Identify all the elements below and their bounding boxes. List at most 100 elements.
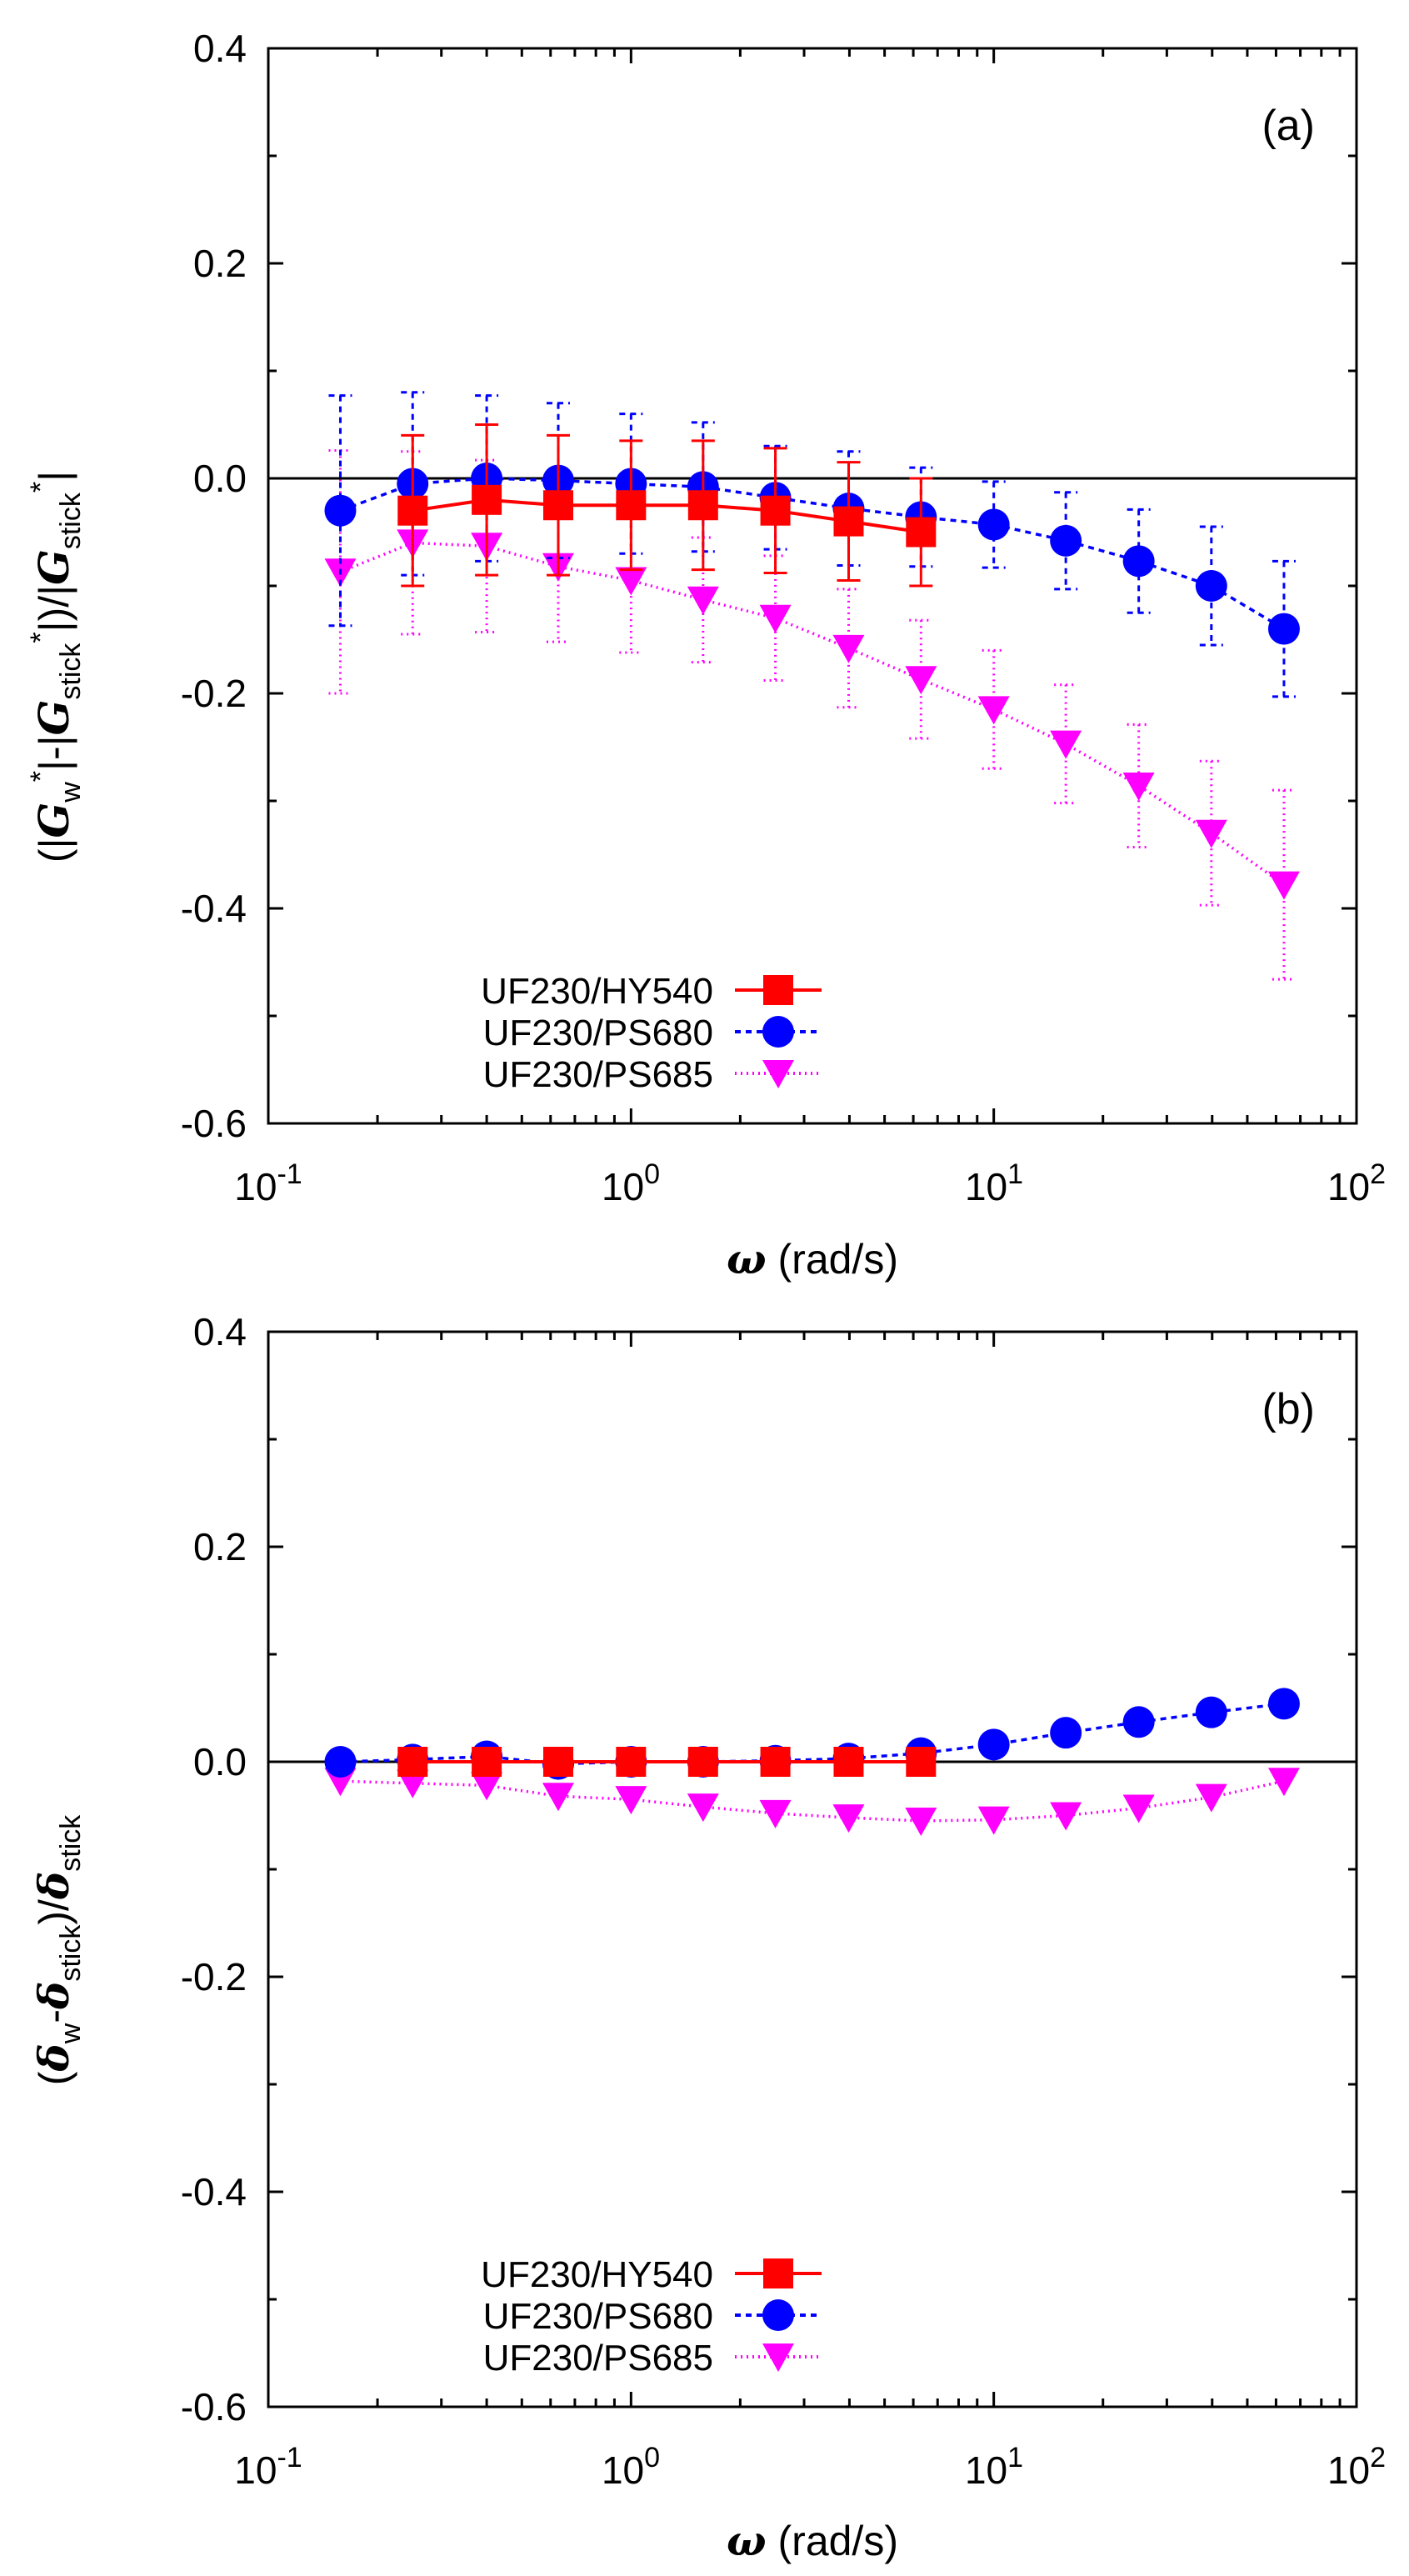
- data-point-triangle: [832, 634, 865, 663]
- legend-label-uf230-ps680: UF230/PS680: [483, 1013, 713, 1053]
- panel-b-x-tick-label: 102: [1327, 2442, 1386, 2492]
- panel-b-x-tick-label: 10-1: [234, 2442, 302, 2492]
- legend-marker-square: [763, 2258, 793, 2288]
- legend-marker-circle: [762, 1016, 794, 1048]
- data-point-circle: [324, 1746, 357, 1778]
- data-point-triangle: [615, 567, 647, 596]
- data-point-circle: [977, 1728, 1010, 1761]
- data-point-square: [397, 495, 428, 526]
- panel-a-y-tick-label: 0.2: [193, 242, 247, 285]
- panel-a-x-tick-label: 102: [1327, 1158, 1386, 1208]
- data-point-circle: [1267, 613, 1300, 645]
- data-point-triangle: [1050, 730, 1082, 759]
- panel-b-series-uf230-hy540: [397, 1747, 937, 1777]
- data-point-triangle: [687, 1793, 719, 1823]
- panel-a-y-tick-label: 0.0: [193, 457, 247, 500]
- series-line: [339, 541, 1285, 887]
- panel-a-y-tick-label: 0.4: [193, 27, 247, 70]
- panel-b-y-tick-label: 0.2: [193, 1525, 247, 1568]
- series-line: [340, 1779, 1285, 1823]
- legend-marker-circle: [762, 2299, 794, 2331]
- panel-b-y-tick-label: 0.4: [193, 1310, 247, 1353]
- data-point-triangle: [397, 1769, 429, 1798]
- data-point-circle: [1195, 1696, 1227, 1728]
- data-point-circle: [1122, 545, 1155, 578]
- data-point-square: [906, 1747, 937, 1777]
- data-point-square: [833, 1747, 864, 1777]
- data-point-triangle: [1195, 819, 1227, 848]
- data-point-triangle: [615, 1786, 647, 1815]
- data-point-triangle: [977, 696, 1010, 725]
- legend-marker-triangle: [762, 2343, 794, 2372]
- data-point-square: [760, 495, 791, 526]
- legend-marker-triangle: [762, 1060, 794, 1088]
- panel-a-y-tick-label: -0.6: [181, 1102, 247, 1145]
- data-point-triangle: [1122, 772, 1155, 801]
- panel-b: (δw-δstick)/δstick 0.4 0.2 0.0 -0.2 -0.4…: [29, 1310, 1386, 2565]
- panel-a-plot: [267, 47, 1358, 1125]
- panel-b-y-tick-label: -0.6: [181, 2385, 247, 2428]
- data-point-circle: [1122, 1706, 1155, 1738]
- panel-b-plot: [267, 1330, 1358, 2408]
- legend-marker-square: [763, 975, 793, 1005]
- panel-b-label: (b): [1262, 1385, 1315, 1433]
- data-point-triangle: [759, 604, 792, 633]
- panel-b-y-tick-label: -0.2: [181, 1955, 247, 1998]
- data-point-triangle: [687, 586, 719, 615]
- data-point-square: [906, 517, 937, 548]
- panel-b-series-uf230-ps685: [324, 1768, 1300, 1836]
- data-point-triangle: [1267, 871, 1300, 900]
- data-point-triangle: [542, 1783, 574, 1812]
- data-point-triangle: [1195, 1783, 1227, 1813]
- data-point-square: [616, 490, 647, 521]
- panel-a: (|Gw*|-|Gstick*|)/|Gstick*| 0.4 0.2 0.0 …: [25, 27, 1386, 1283]
- data-point-circle: [1050, 1717, 1082, 1749]
- data-point-square: [616, 1747, 647, 1777]
- panel-a-x-axis-label: ω (rad/s): [727, 1234, 898, 1283]
- panel-a-y-tick-label: -0.2: [181, 672, 247, 715]
- panel-b-x-axis-label: ω (rad/s): [727, 2516, 898, 2565]
- data-point-square: [472, 484, 502, 515]
- legend-label-uf230-hy540: UF230/HY540: [481, 971, 713, 1012]
- data-point-circle: [1267, 1688, 1300, 1720]
- data-point-square: [760, 1747, 791, 1777]
- data-point-circle: [1195, 570, 1227, 602]
- panel-a-y-tick-label: -0.4: [181, 887, 247, 930]
- data-point-triangle: [471, 1772, 503, 1801]
- legend-label-uf230-ps680: UF230/PS680: [483, 2296, 713, 2337]
- legend-label-uf230-ps685: UF230/PS685: [483, 1054, 713, 1095]
- panel-a-label: (a): [1262, 102, 1315, 150]
- data-point-square: [542, 490, 573, 521]
- data-point-circle: [324, 494, 357, 527]
- data-point-triangle: [1267, 1768, 1300, 1797]
- panel-b-y-axis-label: (δw-δstick)/δstick: [29, 1814, 87, 2086]
- data-point-circle: [977, 508, 1010, 541]
- data-point-triangle: [977, 1806, 1010, 1835]
- panel-b-y-tick-label: 0.0: [193, 1740, 247, 1783]
- data-point-square: [833, 506, 864, 537]
- panel-a-x-tick-label: 10-1: [234, 1158, 302, 1208]
- panel-b-x-tick-label: 100: [602, 2442, 660, 2492]
- panel-a-legend: UF230/HY540 UF230/PS680 UF230/PS685: [481, 971, 822, 1095]
- data-point-triangle: [905, 1807, 937, 1836]
- panel-b-y-tick-label: -0.4: [181, 2170, 247, 2213]
- panel-b-legend: UF230/HY540 UF230/PS680 UF230/PS685: [481, 2254, 822, 2378]
- data-point-square: [397, 1747, 428, 1777]
- data-point-square: [687, 1747, 718, 1777]
- data-point-circle: [1050, 524, 1082, 557]
- panel-a-series-uf230-hy540: [397, 423, 937, 588]
- data-point-square: [472, 1747, 502, 1777]
- legend-label-uf230-hy540: UF230/HY540: [481, 2254, 713, 2295]
- panel-a-x-tick-label: 101: [965, 1158, 1023, 1208]
- data-point-square: [542, 1747, 573, 1777]
- panel-b-x-tick-label: 101: [965, 2442, 1023, 2492]
- data-point-square: [687, 490, 718, 521]
- data-point-triangle: [905, 666, 937, 695]
- data-point-triangle: [832, 1804, 865, 1833]
- data-point-triangle: [1050, 1802, 1082, 1831]
- data-point-triangle: [1122, 1794, 1155, 1823]
- panel-a-x-tick-label: 100: [602, 1158, 660, 1208]
- panel-a-y-axis-label: (|Gw*|-|Gstick*|)/|Gstick*|: [25, 471, 87, 863]
- data-point-triangle: [759, 1799, 792, 1828]
